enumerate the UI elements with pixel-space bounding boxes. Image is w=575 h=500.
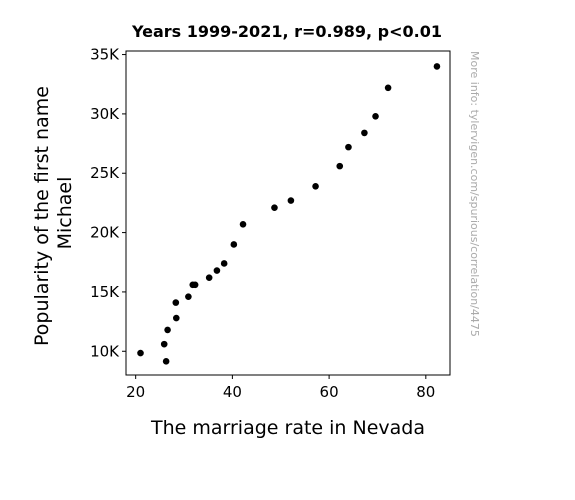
y-tick-label: 25K (90, 164, 120, 182)
data-point (162, 358, 170, 365)
data-point (239, 220, 247, 228)
plot-area (125, 50, 451, 376)
data-point (185, 293, 192, 300)
x-axis-label: The marriage rate in Nevada (150, 417, 425, 439)
x-axis-ticks: 20 40 60 80 (126, 375, 435, 401)
y-axis-label-line-1: Popularity of the first name (31, 86, 53, 346)
data-point (372, 112, 379, 120)
data-point (164, 326, 171, 334)
y-tick-label: 20K (90, 224, 120, 242)
y-axis-label: Popularity of the first name Michael (31, 80, 76, 346)
data-point (361, 129, 368, 137)
data-point (160, 340, 168, 348)
data-point (213, 267, 221, 274)
data-points (137, 63, 441, 365)
x-tick-label: 60 (320, 383, 339, 401)
data-point (205, 274, 213, 281)
y-axis-label-line-2: Michael (54, 177, 76, 250)
data-point (312, 182, 319, 190)
data-point (345, 143, 352, 151)
x-tick-label: 40 (223, 383, 242, 401)
y-axis-ticks: 10K 15K 20K 25K 30K 35K (90, 46, 126, 360)
data-point (172, 314, 180, 322)
y-tick-label: 30K (90, 105, 120, 123)
data-point (220, 260, 228, 267)
data-point (137, 349, 144, 357)
data-point (189, 281, 197, 289)
source-watermark: More info: tylervigen.com/spurious/corre… (468, 51, 481, 337)
chart-title: Years 1999-2021, r=0.989, p<0.01 (131, 22, 442, 41)
x-tick-label: 80 (416, 383, 435, 401)
y-tick-label: 10K (90, 342, 120, 360)
data-point (336, 162, 344, 170)
data-point (230, 241, 238, 248)
data-point (287, 197, 295, 204)
x-tick-label: 20 (126, 383, 145, 401)
data-point (433, 63, 441, 70)
y-tick-label: 15K (90, 283, 120, 301)
data-point (384, 84, 392, 92)
y-tick-label: 35K (90, 46, 120, 64)
data-point (271, 204, 278, 211)
data-point (172, 299, 180, 306)
